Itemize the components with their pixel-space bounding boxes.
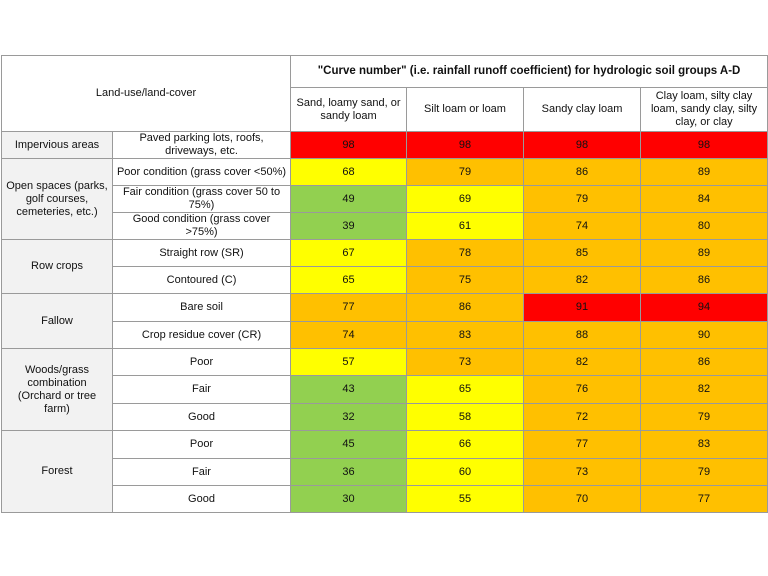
land-use-subtype: Poor bbox=[111, 430, 292, 459]
curve-number-cell: 79 bbox=[406, 158, 525, 186]
land-use-subtype: Good bbox=[111, 485, 292, 513]
curve-number-cell: 83 bbox=[640, 430, 768, 459]
curve-number-cell: 43 bbox=[290, 375, 408, 404]
land-use-subtype: Good bbox=[111, 403, 292, 431]
table-row: Row crops Straight row (SR) 67 78 85 89 bbox=[1, 239, 768, 294]
curve-number-cell: 88 bbox=[523, 321, 642, 349]
soil-group-d-header: Clay loam, silty clay loam, sandy clay, … bbox=[640, 87, 768, 132]
curve-number-cell: 60 bbox=[406, 458, 525, 486]
curve-number-table: Land-use/land-cover "Curve number" (i.e.… bbox=[0, 55, 768, 513]
curve-number-cell: 98 bbox=[290, 131, 408, 159]
land-use-header: Land-use/land-cover bbox=[0, 55, 292, 132]
land-use-subtype: Bare soil bbox=[111, 293, 292, 322]
curve-number-cell: 67 bbox=[290, 239, 408, 267]
table-row: Contoured (C) 65 75 82 86 bbox=[2, 266, 768, 294]
land-use-subtype: Poor condition (grass cover <50%) bbox=[111, 158, 292, 186]
curve-number-cell: 77 bbox=[290, 293, 408, 322]
table-row: Crop residue cover (CR) 74 83 88 90 bbox=[2, 321, 768, 349]
land-use-subtype: Poor bbox=[111, 348, 292, 376]
curve-number-cell: 69 bbox=[406, 185, 525, 213]
curve-number-header: "Curve number" (i.e. rainfall runoff coe… bbox=[290, 55, 768, 88]
curve-number-cell: 79 bbox=[523, 185, 642, 213]
curve-number-cell: 36 bbox=[290, 458, 408, 486]
curve-number-cell: 83 bbox=[406, 321, 525, 349]
soil-group-b-header: Silt loam or loam bbox=[406, 87, 525, 132]
table-row: Fair 43 65 76 82 bbox=[2, 375, 768, 404]
curve-number-cell: 98 bbox=[406, 131, 525, 159]
curve-number-cell: 65 bbox=[290, 266, 408, 294]
curve-number-cell: 39 bbox=[290, 212, 408, 240]
soil-group-a-header: Sand, loamy sand, or sandy loam bbox=[290, 87, 408, 132]
table-row: Good 32 58 72 79 bbox=[2, 403, 768, 431]
land-use-subtype: Fair condition (grass cover 50 to 75%) bbox=[111, 185, 292, 213]
curve-number-cell: 58 bbox=[406, 403, 525, 431]
curve-number-cell: 90 bbox=[640, 321, 768, 349]
curve-number-cell: 77 bbox=[640, 485, 768, 513]
table-row: Open spaces (parks, golf courses, cemete… bbox=[1, 158, 768, 240]
curve-number-cell: 77 bbox=[523, 430, 642, 459]
curve-number-cell: 98 bbox=[640, 131, 768, 159]
land-use-group: Impervious areas bbox=[1, 131, 113, 159]
curve-number-cell: 79 bbox=[640, 458, 768, 486]
curve-number-cell: 45 bbox=[290, 430, 408, 459]
curve-number-cell: 86 bbox=[523, 158, 642, 186]
curve-number-cell: 82 bbox=[523, 266, 642, 294]
curve-number-cell: 70 bbox=[523, 485, 642, 513]
curve-number-cell: 73 bbox=[523, 458, 642, 486]
table-row: Woods/grass combination (Orchard or tree… bbox=[1, 348, 768, 431]
land-use-group: Forest bbox=[1, 430, 113, 513]
land-use-group: Open spaces (parks, golf courses, cemete… bbox=[1, 158, 113, 240]
table-row: Forest Poor 45 66 77 83 bbox=[1, 430, 768, 513]
table-row: Impervious areas Paved parking lots, roof… bbox=[1, 131, 768, 159]
curve-number-cell: 55 bbox=[406, 485, 525, 513]
curve-number-cell: 65 bbox=[406, 375, 525, 404]
curve-number-cell: 84 bbox=[640, 185, 768, 213]
table-row: Good 30 55 70 77 bbox=[2, 485, 768, 513]
table-row: Fair 36 60 73 79 bbox=[2, 458, 768, 486]
curve-number-cell: 85 bbox=[523, 239, 642, 267]
curve-number-cell: 66 bbox=[406, 430, 525, 459]
curve-number-cell: 82 bbox=[523, 348, 642, 376]
land-use-subtype: Paved parking lots, roofs, driveways, et… bbox=[111, 131, 292, 159]
curve-number-cell: 75 bbox=[406, 266, 525, 294]
curve-number-cell: 89 bbox=[640, 158, 768, 186]
curve-number-cell: 91 bbox=[523, 293, 642, 322]
land-use-subtype: Good condition (grass cover >75%) bbox=[111, 212, 292, 240]
curve-number-cell: 86 bbox=[640, 348, 768, 376]
table-row: Fallow Bare soil 77 86 91 94 bbox=[1, 293, 768, 349]
curve-number-cell: 68 bbox=[290, 158, 408, 186]
table-row: Good condition (grass cover >75%) 39 61 74 8… bbox=[2, 212, 768, 240]
curve-number-cell: 89 bbox=[640, 239, 768, 267]
curve-number-cell: 49 bbox=[290, 185, 408, 213]
curve-number-cell: 79 bbox=[640, 403, 768, 431]
land-use-subtype: Straight row (SR) bbox=[111, 239, 292, 267]
curve-number-cell: 86 bbox=[406, 293, 525, 322]
curve-number-cell: 82 bbox=[640, 375, 768, 404]
curve-number-cell: 86 bbox=[640, 266, 768, 294]
curve-number-cell: 78 bbox=[406, 239, 525, 267]
curve-number-cell: 30 bbox=[290, 485, 408, 513]
table-row: Fair condition (grass cover 50 to 75%) 49… bbox=[2, 185, 768, 213]
land-use-subtype: Fair bbox=[111, 458, 292, 486]
land-use-group: Woods/grass combination (Orchard or tree… bbox=[1, 348, 113, 431]
curve-number-cell: 72 bbox=[523, 403, 642, 431]
curve-number-cell: 74 bbox=[290, 321, 408, 349]
curve-number-cell: 57 bbox=[290, 348, 408, 376]
curve-number-cell: 76 bbox=[523, 375, 642, 404]
land-use-subtype: Contoured (C) bbox=[111, 266, 292, 294]
land-use-group: Row crops bbox=[1, 239, 113, 294]
curve-number-cell: 74 bbox=[523, 212, 642, 240]
soil-group-c-header: Sandy clay loam bbox=[523, 87, 642, 132]
land-use-subtype: Crop residue cover (CR) bbox=[111, 321, 292, 349]
curve-number-cell: 98 bbox=[523, 131, 642, 159]
curve-number-cell: 61 bbox=[406, 212, 525, 240]
table-header: Land-use/land-cover "Curve number" (i.e.… bbox=[0, 55, 768, 132]
curve-number-cell: 32 bbox=[290, 403, 408, 431]
curve-number-cell: 80 bbox=[640, 212, 768, 240]
land-use-subtype: Fair bbox=[111, 375, 292, 404]
land-use-group: Fallow bbox=[1, 293, 113, 349]
table-body: Impervious areas Paved parking lots, roof… bbox=[1, 131, 768, 513]
curve-number-cell: 73 bbox=[406, 348, 525, 376]
curve-number-cell: 94 bbox=[640, 293, 768, 322]
